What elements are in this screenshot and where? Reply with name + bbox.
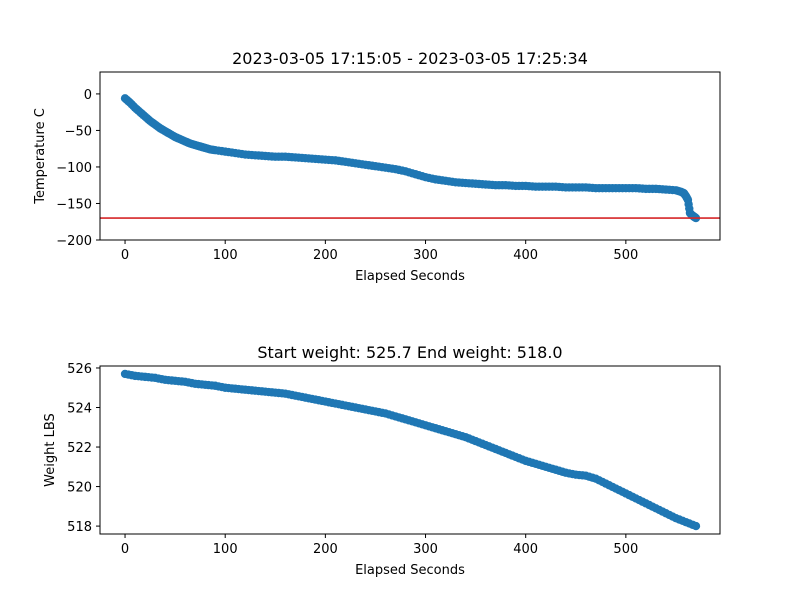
temperature-chart-title: 2023-03-05 17:15:05 - 2023-03-05 17:25:3… xyxy=(232,49,588,68)
temperature-y-ticks: 0 −50 −100 −150 −200 xyxy=(56,88,100,249)
temperature-points xyxy=(120,94,701,223)
weight-x-tick-label: 400 xyxy=(513,542,538,557)
temperature-x-tick-label: 200 xyxy=(313,248,338,263)
temperature-y-tick-label: −50 xyxy=(65,124,92,139)
temperature-x-tick-label: 0 xyxy=(121,248,129,263)
temperature-x-tick-label: 400 xyxy=(513,248,538,263)
weight-chart-title: Start weight: 525.7 End weight: 518.0 xyxy=(257,343,562,362)
weight-points xyxy=(120,369,701,531)
weight-x-ticks: 0 100 200 300 400 500 xyxy=(121,534,638,557)
weight-y-ticks: 526 524 522 520 518 xyxy=(67,362,100,535)
weight-x-tick-label: 500 xyxy=(613,542,638,557)
weight-y-tick-label: 522 xyxy=(67,441,92,456)
weight-x-tick-label: 0 xyxy=(121,542,129,557)
temperature-x-tick-label: 500 xyxy=(613,248,638,263)
weight-x-tick-label: 100 xyxy=(213,542,238,557)
weight-y-tick-label: 526 xyxy=(67,362,92,377)
temperature-y-tick-label: −200 xyxy=(56,234,92,249)
temperature-x-ticks: 0 100 200 300 400 500 xyxy=(121,240,638,263)
temperature-y-tick-label: 0 xyxy=(84,88,92,103)
weight-y-axis-label: Weight LBS xyxy=(43,413,58,487)
weight-y-tick-label: 520 xyxy=(67,481,92,496)
weight-y-tick-label: 518 xyxy=(67,520,92,535)
temperature-y-tick-label: −100 xyxy=(56,161,92,176)
temperature-x-tick-label: 300 xyxy=(413,248,438,263)
weight-x-tick-label: 200 xyxy=(313,542,338,557)
weight-x-tick-label: 300 xyxy=(413,542,438,557)
weight-plot-frame xyxy=(99,365,721,535)
temperature-x-tick-label: 100 xyxy=(213,248,238,263)
weight-data-point xyxy=(691,521,701,531)
temperature-plot-frame xyxy=(99,71,721,241)
temperature-y-axis-label: Temperature C xyxy=(33,108,48,205)
weight-y-tick-label: 524 xyxy=(67,402,92,417)
temperature-chart: 2023-03-05 17:15:05 - 2023-03-05 17:25:3… xyxy=(33,49,721,284)
weight-chart: Start weight: 525.7 End weight: 518.0 0 1… xyxy=(43,343,721,578)
temperature-y-tick-label: −150 xyxy=(56,197,92,212)
weight-x-axis-label: Elapsed Seconds xyxy=(355,563,465,578)
temperature-x-axis-label: Elapsed Seconds xyxy=(355,269,465,284)
